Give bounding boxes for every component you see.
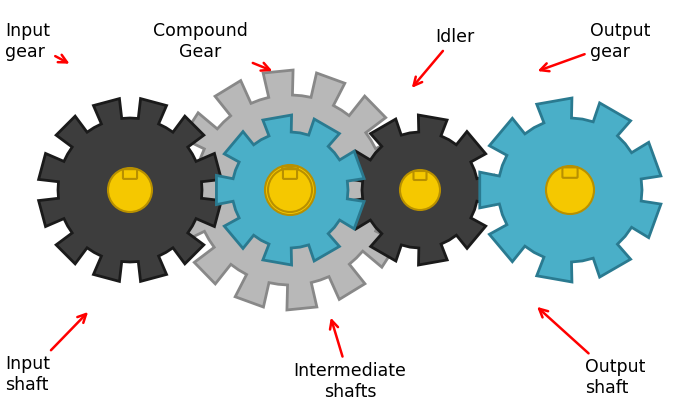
Text: Idler: Idler <box>414 28 474 86</box>
Text: Output
shaft: Output shaft <box>539 309 645 397</box>
Polygon shape <box>480 98 661 282</box>
FancyBboxPatch shape <box>562 167 578 178</box>
Circle shape <box>546 166 594 214</box>
Circle shape <box>400 170 440 210</box>
Circle shape <box>268 168 312 212</box>
Polygon shape <box>170 70 410 310</box>
Circle shape <box>108 168 152 212</box>
Polygon shape <box>346 115 494 265</box>
Polygon shape <box>216 115 364 265</box>
Text: Input
shaft: Input shaft <box>5 314 86 394</box>
Text: Input
gear: Input gear <box>5 22 67 62</box>
FancyBboxPatch shape <box>414 171 426 180</box>
Circle shape <box>265 165 315 215</box>
Text: Intermediate
shafts: Intermediate shafts <box>293 320 407 400</box>
FancyBboxPatch shape <box>123 169 137 179</box>
Text: Output
gear: Output gear <box>540 22 650 71</box>
FancyBboxPatch shape <box>283 169 297 179</box>
FancyBboxPatch shape <box>282 166 298 177</box>
Polygon shape <box>38 99 221 281</box>
Text: Compound
Gear: Compound Gear <box>153 22 270 71</box>
